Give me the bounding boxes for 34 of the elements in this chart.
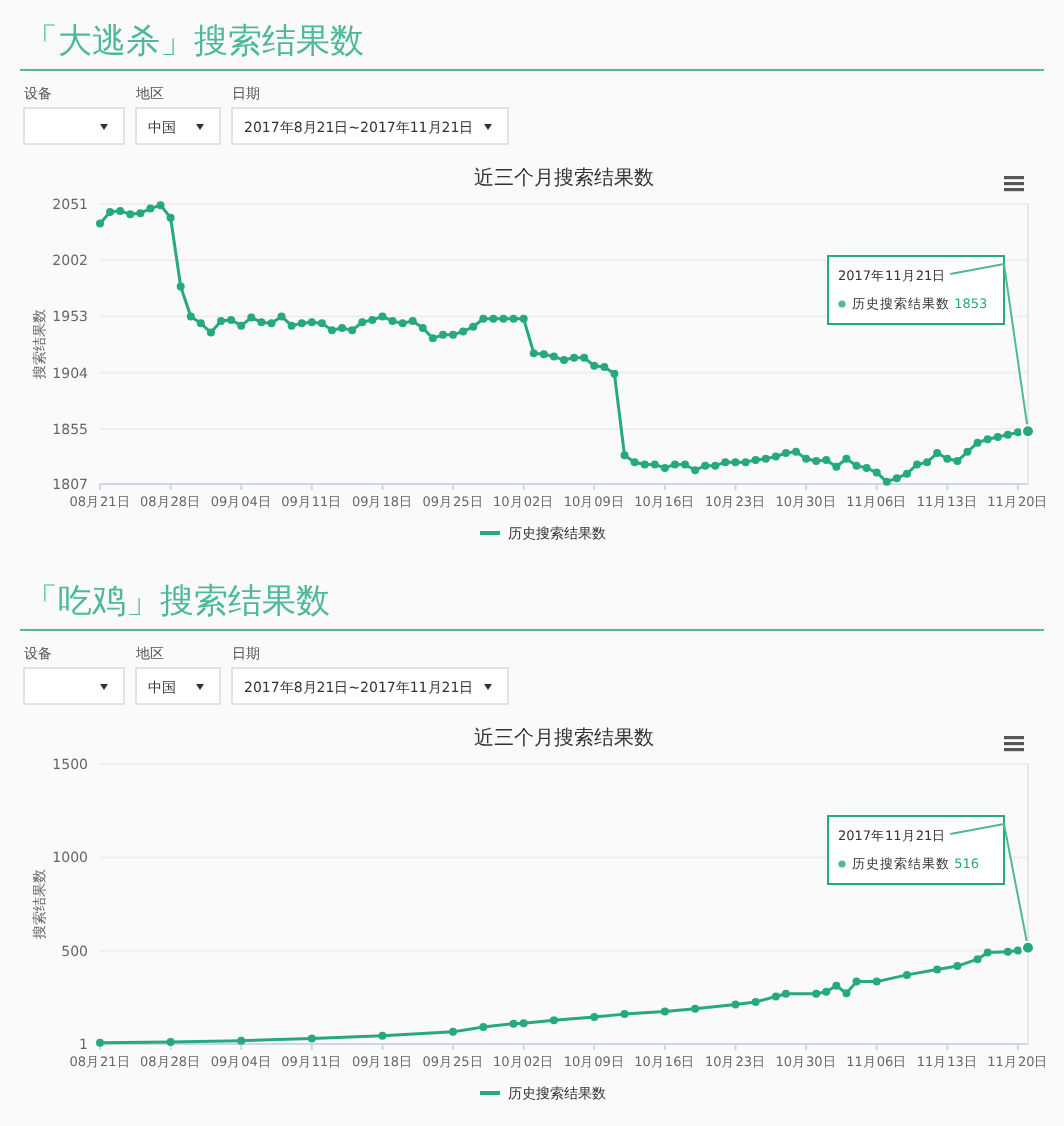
point	[620, 1010, 629, 1019]
point	[237, 1036, 246, 1045]
point	[731, 1000, 740, 1009]
point	[983, 948, 992, 957]
point	[166, 1037, 175, 1046]
point	[832, 981, 841, 990]
point	[590, 1012, 599, 1021]
chart-title: 「大逃杀」搜索结果数	[24, 22, 364, 62]
point	[852, 977, 861, 986]
chart-subtitle: 近三个月搜索结果数	[474, 166, 654, 190]
point	[872, 977, 881, 986]
point	[933, 965, 942, 974]
point	[822, 987, 831, 996]
point	[479, 1023, 488, 1031]
point	[307, 1034, 316, 1043]
point	[509, 1019, 518, 1028]
point	[902, 970, 911, 979]
point	[691, 1004, 700, 1013]
point	[842, 989, 851, 998]
point	[781, 989, 790, 998]
point	[812, 989, 821, 998]
point	[449, 1027, 458, 1036]
chart-title: 「吃鸡」搜索结果数	[24, 582, 330, 622]
point	[549, 1016, 558, 1025]
point	[519, 1019, 528, 1028]
point	[1013, 946, 1022, 955]
point	[1003, 947, 1012, 956]
point	[378, 1031, 387, 1040]
point	[973, 955, 982, 964]
point	[660, 1007, 669, 1016]
point	[771, 992, 780, 1001]
point	[751, 997, 760, 1006]
chart-subtitle: 近三个月搜索结果数	[474, 726, 654, 750]
point	[953, 962, 962, 971]
